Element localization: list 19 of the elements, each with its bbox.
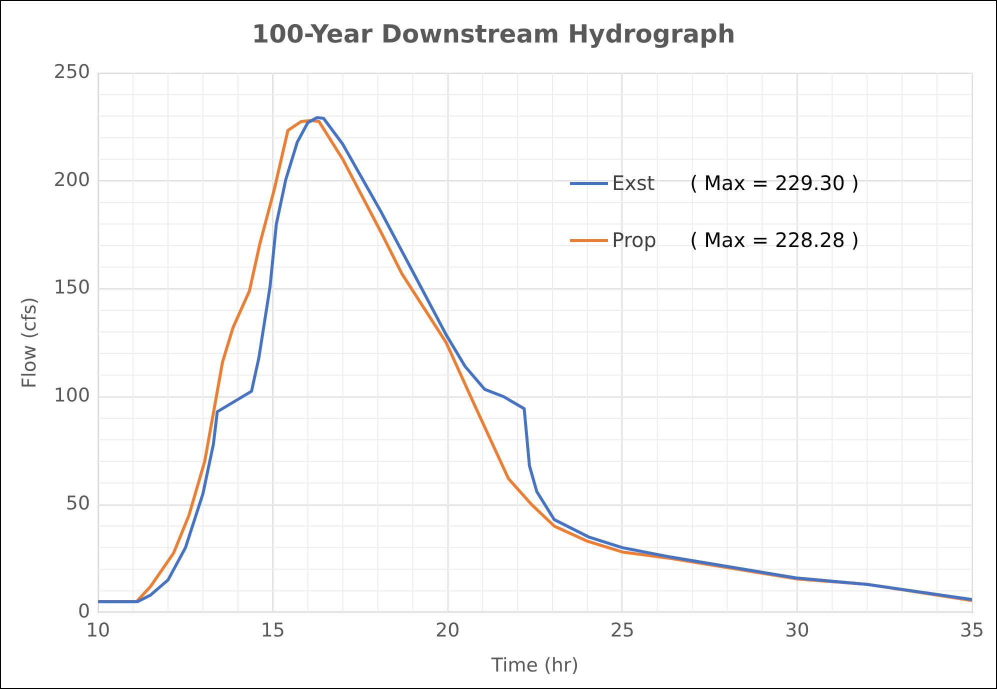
annotation: ( Max = 228.28 ) — [690, 228, 860, 252]
y-tick-label: 0 — [78, 600, 90, 622]
y-tick-label: 100 — [54, 384, 90, 407]
x-axis-title: Time (hr) — [490, 654, 579, 677]
x-tick-label: 20 — [436, 620, 460, 642]
y-axis-title: Flow (cfs) — [18, 297, 40, 388]
x-tick-label: 15 — [260, 620, 285, 642]
x-tick-label: 10 — [86, 620, 110, 642]
legend-label: Prop — [612, 228, 658, 252]
y-tick-label: 250 — [54, 60, 90, 83]
y-tick-label: 50 — [66, 492, 90, 514]
legend-label: Exst — [612, 171, 656, 195]
annotation: ( Max = 229.30 ) — [690, 171, 860, 195]
x-tick-label: 35 — [960, 620, 984, 642]
y-tick-label: 200 — [54, 168, 90, 191]
chart-title: 100-Year Downstream Hydrograph — [252, 20, 736, 48]
x-tick-label: 25 — [610, 620, 635, 642]
y-tick-label: 150 — [54, 276, 90, 299]
x-tick-label: 30 — [785, 620, 810, 642]
